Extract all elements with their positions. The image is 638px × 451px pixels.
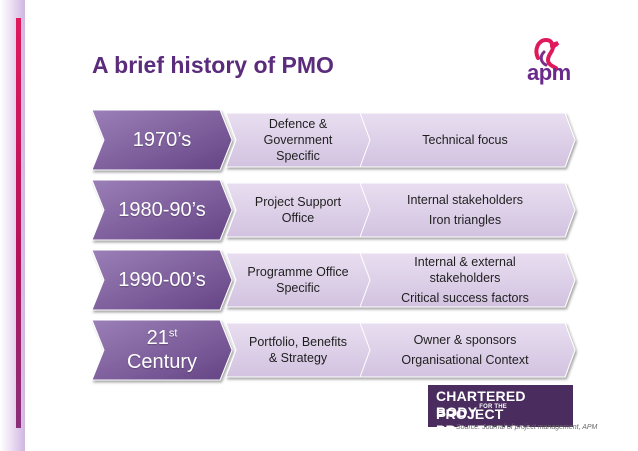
middle-line: Specific (276, 149, 320, 163)
era-line-2: Century (126, 351, 198, 373)
middle-line: Portfolio, Benefits (249, 335, 347, 349)
middle-line: Programme Office (247, 265, 349, 279)
era-label-3: 1990-00’s (104, 250, 220, 310)
right-label-1: Technical focus (365, 113, 565, 167)
middle-label-3: Programme Office Specific (236, 253, 360, 307)
middle-line: & Strategy (268, 351, 328, 365)
chevron-middle-3 (225, 252, 371, 308)
right-line: Organisational Context (401, 353, 529, 367)
middle-label-1: Defence & Government Specific (236, 113, 360, 167)
era-label-1: 1970’s (104, 110, 220, 170)
chevron-era-2 (91, 179, 233, 241)
right-line: Owner & sponsors (413, 333, 517, 347)
right-label-3: Internal & external stakeholders Critica… (365, 253, 565, 307)
badge-line-1: CHARTERED BODY FOR THE (436, 388, 573, 420)
chevron-era-1 (91, 109, 233, 171)
middle-line: Project Support (254, 195, 342, 209)
apm-logo-text: apm (527, 60, 571, 85)
right-line: Internal stakeholders (406, 193, 524, 207)
right-line: Iron triangles (428, 213, 502, 227)
badge-line-1-small: FOR THE (479, 404, 507, 410)
era-text: 21 (146, 327, 169, 349)
middle-line: Defence & (268, 117, 328, 131)
slide-title: A brief history of PMO (92, 52, 334, 78)
era-line-1: 21st (147, 326, 178, 350)
right-line: Technical focus (422, 133, 508, 147)
era-text: 1980-90’s (118, 199, 206, 221)
middle-label-2: Project Support Office (236, 183, 360, 237)
middle-line: Government (263, 133, 333, 147)
right-line: Critical success factors (401, 291, 529, 305)
era-label-2: 1980-90’s (104, 180, 220, 240)
badge-line-2: PROJECT PROFESSION (436, 406, 530, 438)
source-caption: Source: Journal of project management, A… (456, 424, 598, 431)
middle-line: Specific (276, 281, 320, 295)
right-label-4: Owner & sponsors Organisational Context (365, 323, 565, 377)
chevron-era-3 (91, 249, 233, 311)
badge-line-1-text: CHARTERED BODY (436, 388, 526, 420)
chevron-middle-2 (225, 182, 371, 238)
chevron-middle-4 (225, 322, 371, 378)
era-text: 1970’s (132, 129, 192, 151)
middle-label-4: Portfolio, Benefits & Strategy (236, 323, 360, 377)
era-superscript: st (168, 327, 178, 340)
era-label-4: 21st Century (104, 320, 220, 380)
chevron-middle-1 (225, 112, 371, 168)
chartered-body-badge: CHARTERED BODY FOR THE PROJECT PROFESSION (428, 385, 573, 438)
right-line: stakeholders (429, 271, 501, 285)
heron-bird-icon (534, 37, 560, 70)
era-text: 1990-00’s (118, 269, 206, 291)
right-line: Internal & external (414, 255, 516, 269)
chevron-era-4 (91, 319, 233, 381)
right-label-2: Internal stakeholders Iron triangles (365, 183, 565, 237)
middle-line: Office (281, 211, 315, 225)
left-accent-stripe (16, 18, 21, 428)
